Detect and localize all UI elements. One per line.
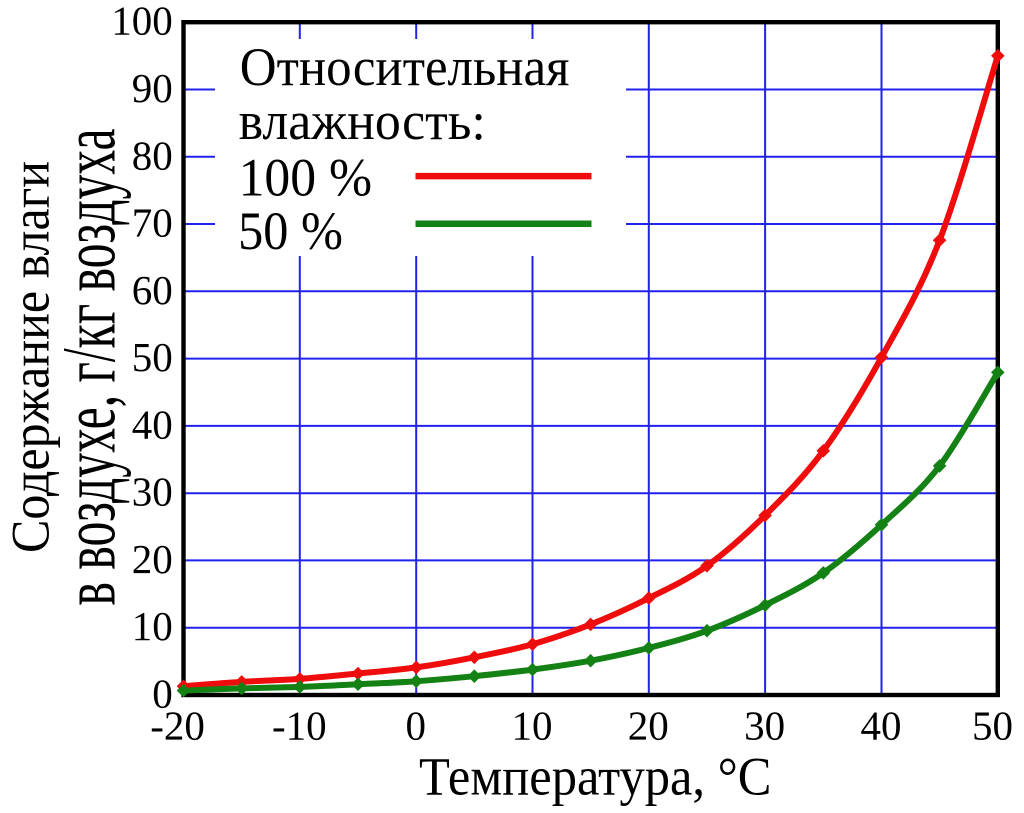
svg-text:Относительная: Относительная [240, 37, 570, 97]
svg-text:-20: -20 [150, 702, 205, 748]
svg-text:30: 30 [132, 469, 173, 515]
svg-text:40: 40 [861, 702, 902, 748]
svg-text:10: 10 [132, 603, 173, 649]
svg-text:60: 60 [132, 267, 173, 313]
svg-text:Содержание влаги: Содержание влаги [0, 161, 60, 553]
svg-text:50 %: 50 % [238, 201, 343, 261]
svg-text:20: 20 [628, 702, 669, 748]
svg-text:80: 80 [132, 132, 173, 178]
svg-text:70: 70 [132, 200, 173, 246]
svg-text:100 %: 100 % [239, 148, 373, 208]
svg-text:50: 50 [132, 334, 173, 380]
svg-text:100: 100 [111, 0, 173, 44]
svg-text:10: 10 [512, 702, 553, 748]
svg-text:40: 40 [132, 401, 173, 447]
svg-text:0: 0 [152, 671, 173, 717]
svg-text:90: 90 [132, 65, 173, 111]
svg-text:в воздухе, г/кг воздуха: в воздухе, г/кг воздуха [48, 129, 132, 606]
svg-text:-10: -10 [272, 702, 327, 748]
svg-text:20: 20 [132, 536, 173, 582]
svg-text:50: 50 [972, 702, 1013, 748]
svg-text:0: 0 [405, 702, 426, 748]
svg-text:влажность:: влажность: [239, 91, 486, 151]
svg-text:Температура, °C: Температура, °C [419, 746, 772, 806]
svg-text:30: 30 [744, 702, 785, 748]
